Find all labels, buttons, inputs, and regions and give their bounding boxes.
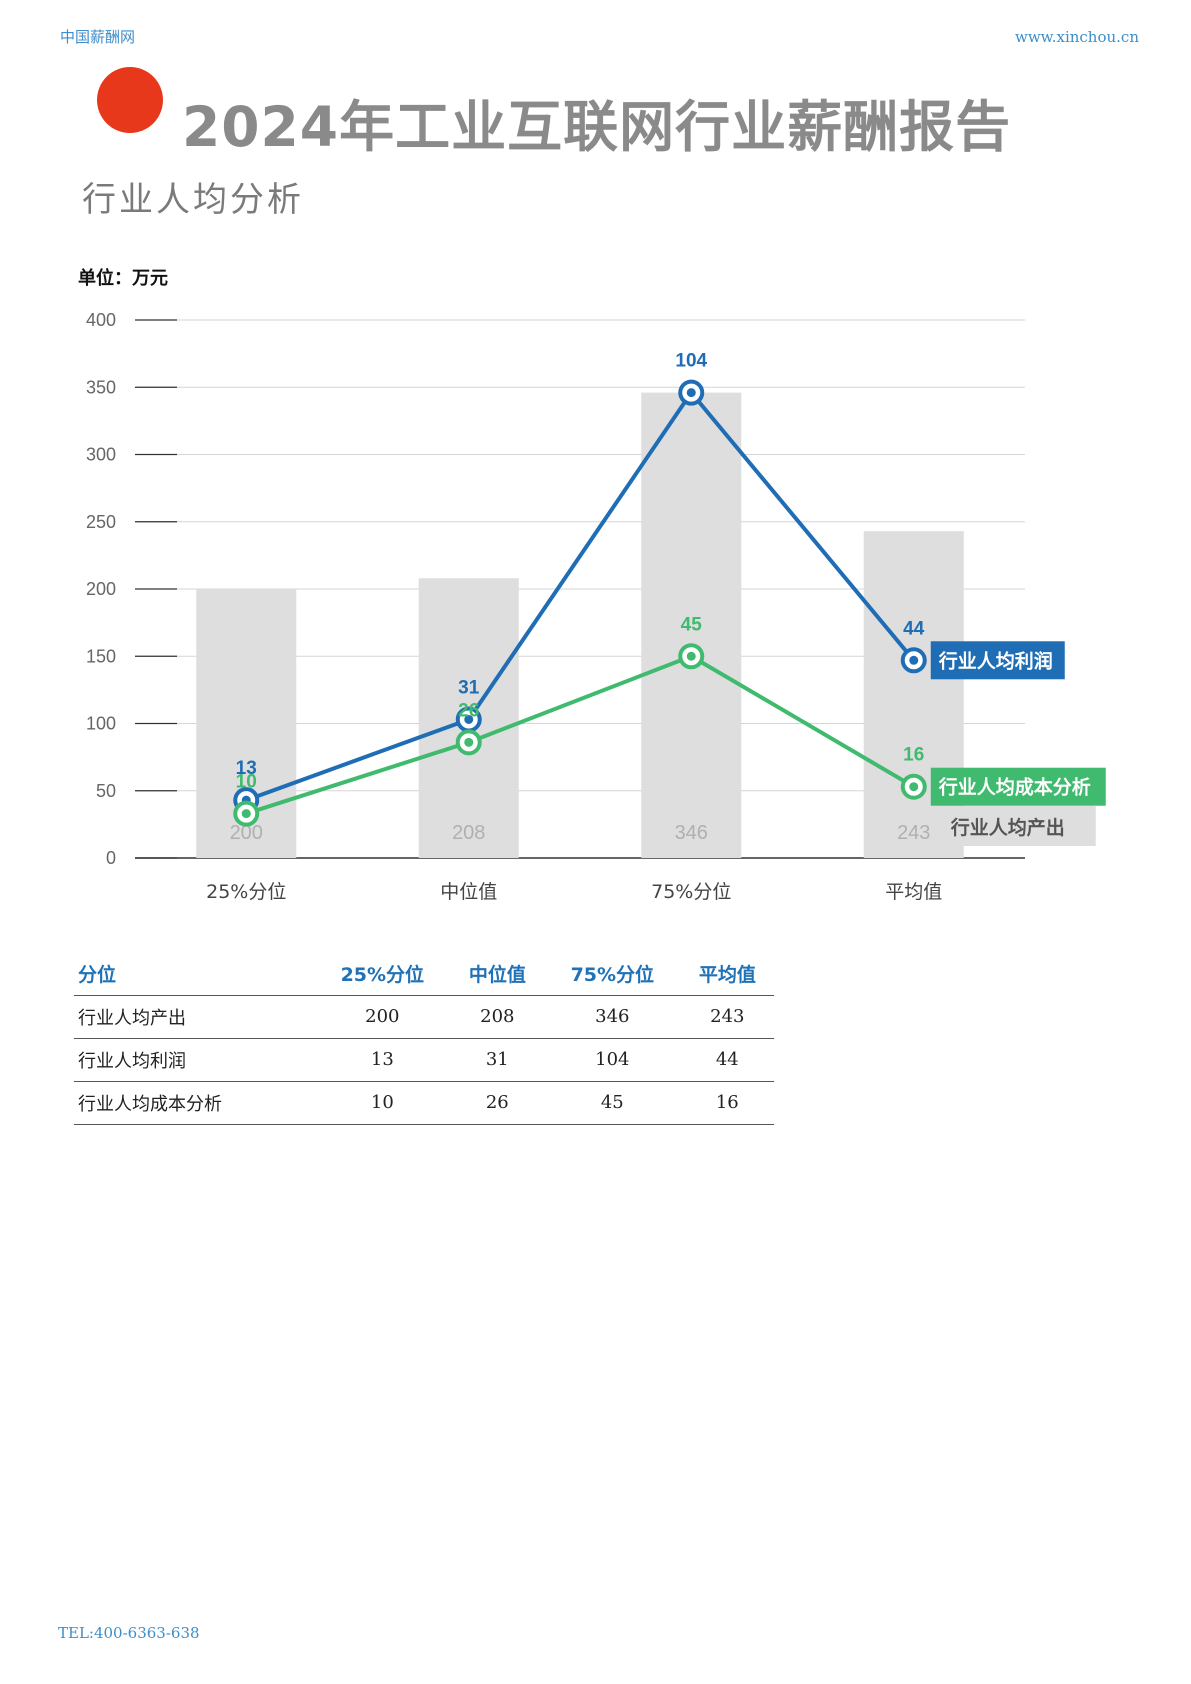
section-title: 行业人均分析 [82, 180, 304, 220]
table-cell: 10 [314, 1081, 451, 1125]
series-tag-output [940, 806, 1096, 846]
data-label: 31 [458, 677, 480, 698]
x-tick-label: 平均值 [885, 881, 942, 903]
y-tick-label: 350 [86, 377, 116, 397]
x-tick-label: 中位值 [440, 881, 497, 903]
table-cell: 44 [680, 1038, 774, 1082]
footer-tel: TEL:400-6363-638 [58, 1624, 200, 1642]
table-row: 行业人均产出 200 208 346 243 [74, 995, 774, 1039]
series-tag-output-label: 行业人均产出 [950, 816, 1065, 839]
data-label: 26 [458, 700, 479, 721]
series-tag-cost-label: 行业人均成本分析 [938, 776, 1091, 799]
site-url[interactable]: www.xinchou.cn [1014, 28, 1139, 46]
series-tag-profit [930, 641, 1065, 680]
series-1-point-core [909, 655, 919, 665]
red-dot-icon [97, 67, 163, 133]
series-2-point-core [241, 809, 251, 819]
table-header: 分位 [74, 952, 314, 996]
data-label: 10 [236, 772, 257, 793]
data-label: 13 [236, 758, 257, 779]
report-title: 2024年工业互联网行业薪酬报告 [182, 95, 1012, 159]
y-tick-label: 50 [96, 781, 116, 801]
table-header: 平均值 [680, 952, 774, 996]
bar-value-label: 243 [897, 822, 930, 844]
series-line-1 [245, 390, 916, 803]
series-2-point-core [909, 782, 919, 792]
y-tick-label: 100 [86, 714, 116, 734]
table-row: 行业人均利润 13 31 104 44 [74, 1038, 774, 1082]
data-label: 16 [903, 745, 924, 766]
series-2-point-core [686, 651, 696, 661]
row-label: 行业人均产出 [74, 995, 314, 1039]
bar-value-label: 346 [675, 822, 708, 844]
unit-label: 单位：万元 [78, 268, 168, 289]
table-cell: 31 [450, 1038, 544, 1082]
row-label: 行业人均利润 [74, 1038, 314, 1082]
y-tick-label: 150 [86, 646, 116, 666]
y-tick-label: 200 [86, 579, 116, 599]
y-tick-label: 250 [86, 512, 116, 532]
y-tick-label: 400 [86, 310, 116, 330]
table-cell: 45 [543, 1081, 681, 1125]
series-2-point-core [464, 737, 474, 747]
x-tick-label: 25%分位 [206, 881, 286, 903]
bar-value-label: 200 [230, 822, 263, 844]
table-row: 行业人均成本分析 10 26 45 16 [74, 1081, 774, 1125]
table-cell: 26 [450, 1081, 544, 1125]
table-header: 25%分位 [314, 952, 451, 996]
table-cell: 208 [450, 995, 544, 1039]
table-cell: 200 [314, 995, 451, 1039]
data-label: 44 [903, 618, 925, 639]
y-tick-label: 300 [86, 445, 116, 465]
series-tag-profit-label: 行业人均利润 [938, 649, 1053, 672]
bar-value-label: 208 [452, 822, 485, 844]
y-tick-label: 0 [106, 848, 116, 868]
table-cell: 104 [543, 1038, 681, 1082]
series-line-2 [245, 654, 915, 816]
data-table: 分位 25%分位 中位值 75%分位 平均值 行业人均产出 200 208 34… [74, 952, 774, 1125]
industry-per-capita-chart: 0 50 100 150 200 250 300 350 400 200 208 346 243 25%分… [86, 310, 1106, 903]
table-cell: 346 [543, 995, 681, 1039]
data-label: 104 [675, 351, 707, 372]
table-cell: 16 [680, 1081, 774, 1125]
table-header: 中位值 [450, 952, 544, 996]
row-label: 行业人均成本分析 [74, 1081, 314, 1125]
table-cell: 13 [314, 1038, 451, 1082]
data-label: 45 [681, 614, 703, 635]
x-tick-label: 75%分位 [651, 881, 731, 903]
series-1-point-core [686, 388, 696, 398]
table-cell: 243 [680, 995, 774, 1039]
site-name: 中国薪酬网 [60, 28, 136, 46]
table-header-row: 分位 25%分位 中位值 75%分位 平均值 [74, 952, 774, 996]
series-tag-cost [930, 767, 1106, 806]
table-header: 75%分位 [543, 952, 681, 996]
bar-3 [641, 392, 742, 858]
series-1-point-core [464, 714, 474, 724]
